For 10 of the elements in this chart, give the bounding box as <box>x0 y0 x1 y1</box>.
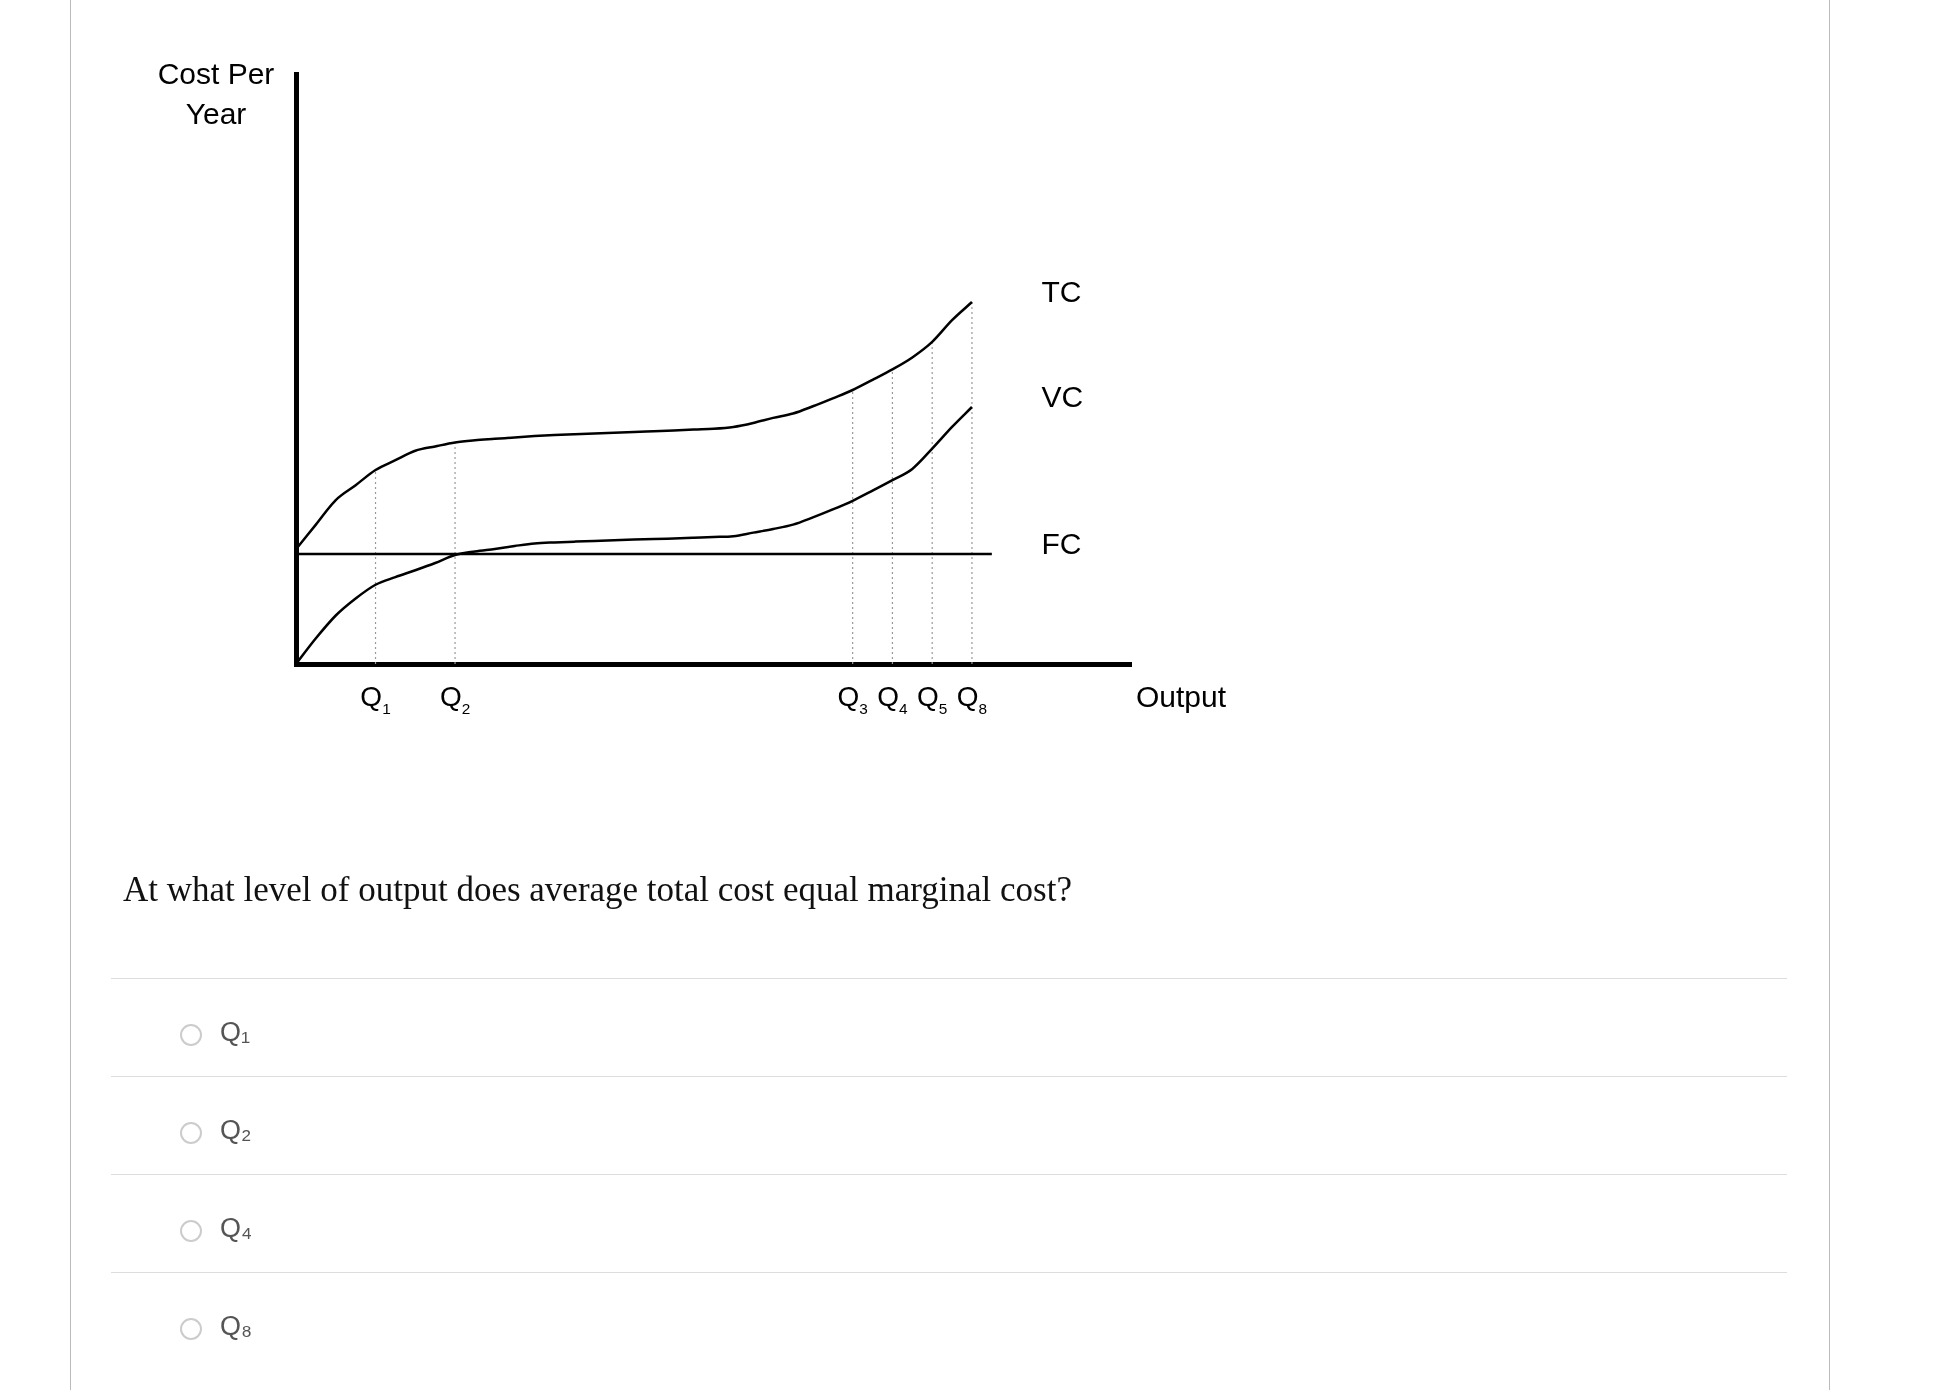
text: Q₂ <box>220 1115 252 1146</box>
text: Q₈ <box>220 1311 253 1342</box>
x-axis-title: Output <box>1136 680 1227 714</box>
text: At what level of output does average total cost equal marginal cost? <box>123 870 1072 910</box>
text: Q₄ <box>220 1213 253 1244</box>
text: VC <box>1041 380 1084 414</box>
text: TC <box>1041 275 1082 309</box>
series-label: FC <box>1041 527 1082 561</box>
text: Q₁ <box>220 1017 251 1048</box>
text: Cost Per Year <box>157 57 275 131</box>
